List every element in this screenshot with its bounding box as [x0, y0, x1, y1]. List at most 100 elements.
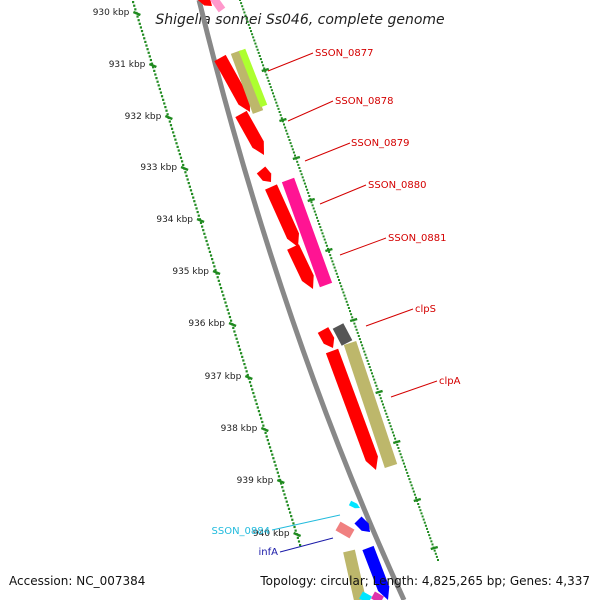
scale-tick: [132, 10, 141, 17]
scale-track: [132, 1, 302, 547]
scale-dot: [282, 489, 285, 492]
outer-tick: [279, 117, 287, 123]
scale-dot: [160, 95, 164, 98]
scale-dot: [288, 511, 292, 514]
scale-dot: [155, 77, 158, 80]
blue-feature-bottom: [362, 545, 390, 600]
outer-dot: [313, 210, 316, 213]
leader-line-sson-0877: [267, 52, 314, 72]
outer-dot: [371, 372, 373, 375]
outer-dot: [419, 509, 422, 512]
accession-text: Accession: NC_007384: [9, 574, 146, 588]
outer-dot: [367, 363, 370, 365]
outer-dot: [283, 123, 285, 126]
outer-dot: [437, 559, 439, 561]
scale-dot: [144, 40, 147, 44]
outer-dot: [265, 73, 268, 76]
cds-sson-0877: [214, 54, 250, 112]
outer-dot: [279, 114, 282, 117]
outer-dotted-track: [239, 0, 439, 561]
gene-label-clps[interactable]: clpS: [415, 304, 436, 315]
outer-dot: [375, 384, 378, 387]
scale-dot: [179, 156, 183, 159]
outer-dot: [399, 453, 402, 456]
gene-label-infa[interactable]: infA: [259, 547, 279, 558]
scale-dot: [192, 196, 195, 199]
leader-line-clpa: [390, 380, 438, 398]
outer-dot: [256, 48, 259, 51]
gene-label-clpa[interactable]: clpA: [439, 376, 461, 387]
outer-dot: [251, 33, 254, 36]
cds-clps: [317, 327, 335, 348]
scale-dot: [244, 366, 247, 369]
outer-dot: [380, 400, 383, 403]
scale-dot: [187, 182, 190, 185]
scale-dot: [274, 464, 277, 467]
scale-dot: [234, 334, 237, 337]
outer-dot: [422, 518, 425, 521]
outer-dot: [242, 8, 245, 11]
scale-dot: [191, 192, 194, 196]
outer-dot: [319, 226, 322, 229]
outer-dot: [284, 126, 287, 129]
outer-dot: [347, 307, 350, 309]
gene-label-sson-0884[interactable]: SSON_0884: [212, 526, 271, 537]
outer-dot: [430, 540, 433, 543]
scale-dot: [212, 261, 215, 264]
outer-dot: [258, 55, 261, 57]
outer-dot: [335, 272, 338, 275]
gene-label-sson-0878[interactable]: SSON_0878: [335, 96, 394, 107]
outer-dot: [244, 14, 247, 17]
outer-dot: [320, 229, 323, 232]
outer-dot: [368, 366, 371, 369]
outer-dot: [280, 117, 283, 120]
scale-dot: [290, 515, 293, 518]
scale-dot: [216, 276, 219, 279]
outer-dot: [389, 425, 392, 428]
cds-sson-0881: [287, 244, 314, 289]
scale-dot: [239, 352, 243, 355]
leader-line-sson-0878: [287, 100, 334, 122]
outer-dot: [350, 313, 353, 316]
outer-dot: [398, 450, 401, 453]
scale-tick: [148, 62, 157, 69]
scale-dot: [158, 87, 161, 91]
outer-dot: [266, 76, 269, 79]
scale-dot: [157, 84, 160, 87]
gene-label-sson-0879[interactable]: SSON_0879: [351, 138, 410, 149]
outer-dot: [269, 86, 272, 89]
scale-tick: [196, 217, 205, 224]
cds-sson-0878: [235, 110, 264, 155]
outer-dot: [300, 173, 303, 176]
scale-dot: [199, 221, 203, 225]
outer-dot: [250, 30, 252, 33]
outer-dot: [240, 2, 243, 5]
outer-dot: [327, 247, 329, 250]
scale-dot: [164, 105, 167, 109]
scale-dot: [203, 232, 206, 235]
gene-label-sson-0877[interactable]: SSON_0877: [315, 48, 374, 59]
scale-dot: [293, 525, 296, 529]
outer-dot: [308, 195, 311, 197]
scale-dot: [197, 214, 200, 217]
outer-dot: [252, 36, 255, 39]
outer-dot: [270, 89, 273, 92]
outer-dot: [410, 484, 413, 487]
kbp-label: 930 kbp: [93, 8, 130, 18]
scale-dot: [208, 250, 212, 253]
scale-dot: [168, 120, 171, 123]
outer-dot: [292, 151, 295, 154]
outer-dot: [254, 42, 257, 45]
map-title: Shigella sonnei Ss046, complete genome: [155, 12, 444, 28]
outer-dot: [325, 244, 328, 247]
scale-dot: [229, 319, 233, 322]
scale-dot: [175, 142, 178, 145]
scale-dot: [242, 359, 245, 362]
gene-label-sson-0880[interactable]: SSON_0880: [368, 180, 427, 191]
gene-label-sson-0881[interactable]: SSON_0881: [388, 233, 447, 244]
scale-dot: [275, 467, 278, 471]
outer-dot: [303, 182, 306, 185]
outer-dot: [278, 111, 281, 113]
scale-tick: [212, 269, 221, 276]
pink-fragment-top: [209, 0, 226, 13]
